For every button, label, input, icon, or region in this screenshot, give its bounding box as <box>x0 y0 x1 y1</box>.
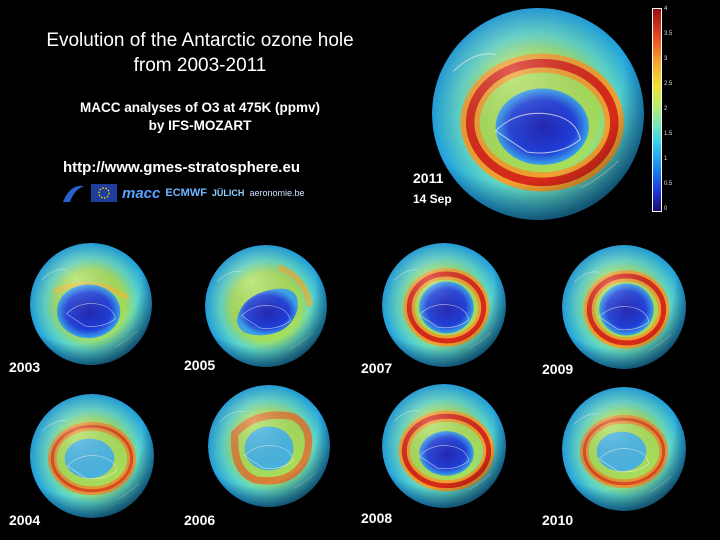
colorbar-tick: 2 <box>664 106 668 112</box>
year-label-2007: 2007 <box>361 360 393 376</box>
ozone-globe-2007 <box>382 243 506 367</box>
ozone-globe-2011 <box>432 8 644 220</box>
globe-map-graphic <box>30 394 154 518</box>
title-line-2: from 2003-2011 <box>133 55 267 76</box>
year-label-2010: 2010 <box>542 512 574 528</box>
main-map-year: 2011 <box>413 170 444 186</box>
globe-map-graphic <box>208 385 330 507</box>
year-label-2003: 2003 <box>9 359 41 375</box>
ozone-globe-2010 <box>562 387 686 511</box>
colorbar-tick: 0.5 <box>664 181 673 187</box>
ozone-globe-2008 <box>382 384 506 508</box>
partner-logos: macc ECMWF JÜLICH aeronomie.be <box>60 180 380 206</box>
ozone-globe-2006 <box>208 385 330 507</box>
year-label-2004: 2004 <box>9 512 41 528</box>
globe-map-graphic <box>205 245 327 367</box>
ozone-globe-2003 <box>30 243 152 365</box>
globe-map-graphic <box>382 384 506 508</box>
aeronomie-logo: aeronomie.be <box>249 188 305 198</box>
globe-map-graphic <box>382 243 506 367</box>
ecmwf-logo: ECMWF <box>165 187 207 199</box>
globe-map-graphic <box>30 243 152 365</box>
colorbar-tick: 1 <box>664 156 668 162</box>
macc-logo: macc <box>122 184 161 202</box>
colorbar-tick: 3 <box>664 56 668 62</box>
subtitle-line-2: by IFS-MOZART <box>148 118 252 133</box>
title-line-1: Evolution of the Antarctic ozone hole <box>46 30 354 51</box>
colorbar-tick: 1.5 <box>664 131 673 137</box>
gmes-logo-icon <box>60 182 86 204</box>
globe-map-graphic <box>562 387 686 511</box>
website-url[interactable]: http://www.gmes-stratosphere.eu <box>63 159 300 176</box>
colorbar-tick: 3.5 <box>664 31 673 37</box>
ozone-globe-2004 <box>30 394 154 518</box>
ozone-globe-2005 <box>205 245 327 367</box>
colorbar-tick: 4 <box>664 6 668 12</box>
ozone-colorbar <box>652 8 662 212</box>
globe-map-graphic <box>432 8 644 220</box>
year-label-2005: 2005 <box>184 357 216 373</box>
eu-flag-icon <box>91 184 117 202</box>
colorbar-tick: 0 <box>664 206 668 212</box>
year-label-2009: 2009 <box>542 361 574 377</box>
year-label-2006: 2006 <box>184 512 216 528</box>
subtitle-line-1: MACC analyses of O3 at 475K (ppmv) <box>79 100 321 115</box>
ozone-globe-2009 <box>562 245 686 369</box>
globe-map-graphic <box>562 245 686 369</box>
main-map-date: 14 Sep <box>413 192 452 206</box>
year-label-2008: 2008 <box>361 510 393 526</box>
julich-logo: JÜLICH <box>211 188 245 198</box>
colorbar-tick: 2.5 <box>664 81 673 87</box>
